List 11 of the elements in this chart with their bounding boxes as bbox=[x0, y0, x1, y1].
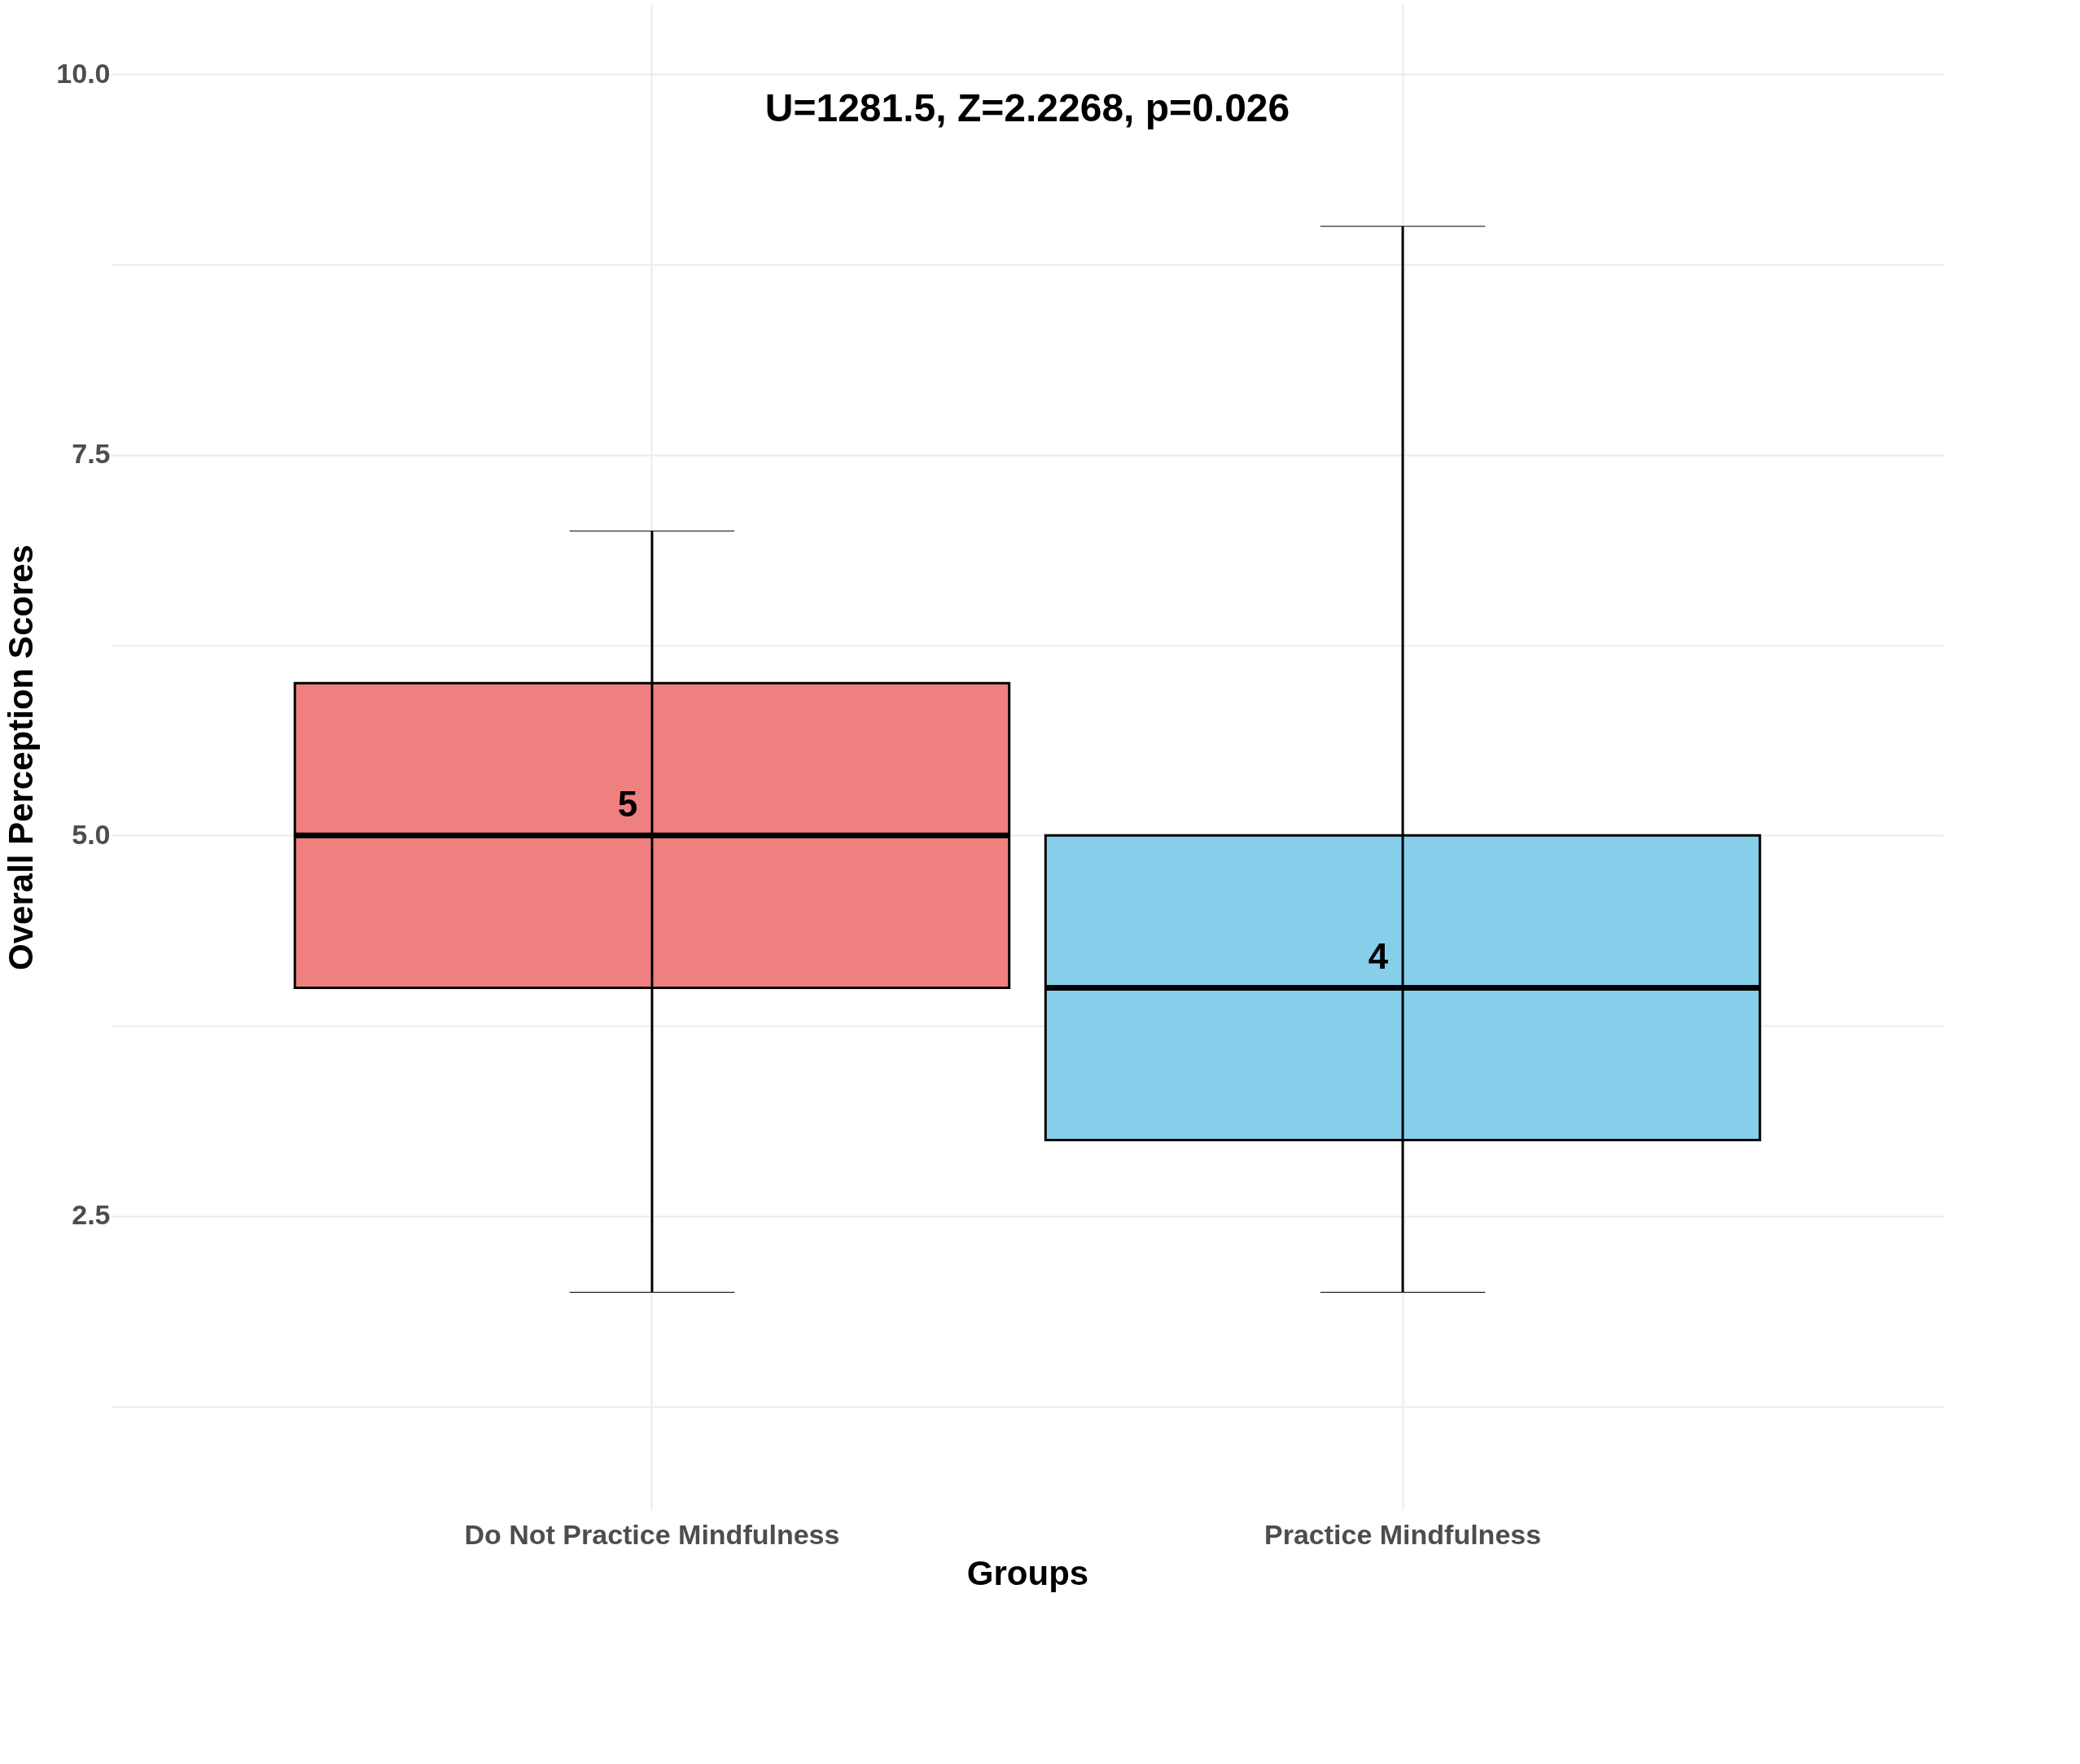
annotation: 4 bbox=[1368, 936, 1389, 977]
y-tick-label: 5.0 bbox=[72, 818, 111, 850]
x-tick-label: Practice Mindfulness bbox=[1264, 1518, 1542, 1550]
x-axis-title: Groups bbox=[966, 1553, 1089, 1592]
x-tick-label: Do Not Practice Mindfulness bbox=[464, 1518, 840, 1550]
y-axis-title: Overall Perception Scores bbox=[2, 545, 41, 970]
annotation: 5 bbox=[617, 784, 638, 825]
y-tick-label: 2.5 bbox=[72, 1199, 111, 1231]
annotation: U=1281.5, Z=2.2268, p=0.026 bbox=[764, 86, 1290, 129]
y-tick-label: 10.0 bbox=[56, 57, 111, 89]
y-tick-label: 7.5 bbox=[72, 438, 111, 470]
